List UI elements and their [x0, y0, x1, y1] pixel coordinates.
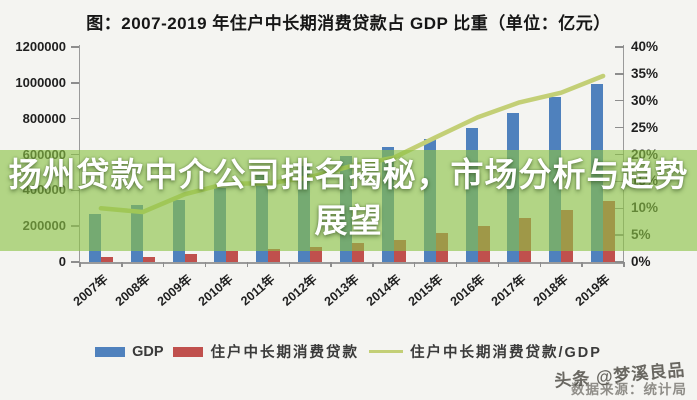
headline-line-1: 扬州贷款中介公司排名揭秘，市场分析与趋势: [8, 156, 689, 193]
headline-banner: [0, 150, 697, 251]
legend-label-gdp: GDP: [132, 343, 164, 360]
right-axis-tick-mark: [615, 126, 624, 129]
loan-bar: [142, 256, 155, 262]
right-axis-tick-mark: [615, 46, 624, 48]
x-axis-tick-mark: [623, 262, 625, 267]
x-axis-tick-mark: [330, 262, 332, 267]
x-axis-tick-mark: [372, 262, 374, 267]
right-axis-tick-label: 0%: [631, 254, 651, 269]
chart-title: 图：2007-2019 年住户中长期消费贷款占 GDP 比重（单位：亿元）: [86, 14, 611, 33]
right-axis-tick-label: 35%: [631, 65, 659, 81]
x-axis-tick-mark: [121, 262, 123, 267]
x-axis-tick-mark: [539, 262, 541, 267]
data-source-note: 数据来源：统计局: [571, 382, 687, 397]
loan-bar: [226, 251, 239, 262]
left-axis-tick-label: 0: [58, 254, 66, 269]
right-axis-tick-mark: [615, 73, 624, 75]
loan-bar: [184, 254, 197, 262]
loan-bar: [268, 249, 281, 262]
x-axis-tick-mark: [162, 262, 165, 267]
right-axis-tick-label: 40%: [631, 39, 659, 54]
x-axis-tick-mark: [497, 262, 500, 267]
left-axis-tick-mark: [71, 82, 79, 84]
legend-item-gdp: GDP: [95, 344, 163, 360]
gdp-swatch-icon: [95, 346, 126, 357]
x-axis-tick-mark: [204, 262, 207, 267]
legend-label-loans: 住户中长期消费贷款: [210, 345, 359, 361]
x-axis-tick-mark: [246, 262, 249, 267]
left-axis-tick-label: 800000: [22, 110, 66, 126]
loan-bar: [100, 257, 113, 262]
x-axis-tick-mark: [414, 262, 416, 267]
x-axis-line: [79, 262, 625, 264]
loan-swatch-icon: [173, 346, 204, 357]
right-axis-tick-mark: [615, 100, 624, 102]
left-axis-tick-label: 1000000: [15, 74, 66, 90]
x-axis-tick-mark: [581, 262, 583, 267]
left-axis-tick-mark: [71, 261, 79, 263]
x-axis-tick-mark: [288, 262, 290, 267]
legend-label-ratio: 住户中长期消费贷款/GDP: [409, 345, 602, 361]
headline-line-2: 展望: [314, 202, 383, 239]
left-axis-tick-mark: [71, 117, 79, 120]
left-axis-tick-mark: [71, 46, 79, 48]
left-axis-tick-label: 1200000: [15, 39, 66, 54]
right-axis-tick-label: 30%: [631, 92, 659, 108]
legend-item-loans: 住户中长期消费贷款: [173, 341, 359, 362]
right-axis-tick-label: 25%: [631, 119, 659, 135]
x-axis-tick-mark: [79, 262, 81, 267]
right-axis-tick-mark: [615, 261, 624, 263]
legend-item-ratio: 住户中长期消费贷款/GDP: [368, 341, 602, 362]
x-axis-tick-mark: [455, 262, 458, 267]
headline-text: 扬州贷款中介公司排名揭秘，市场分析与趋势 展望: [0, 152, 697, 244]
chart-legend: GDP 住户中长期消费贷款 住户中长期消费贷款/GDP: [0, 341, 697, 362]
ratio-line-swatch-icon: [368, 349, 403, 354]
